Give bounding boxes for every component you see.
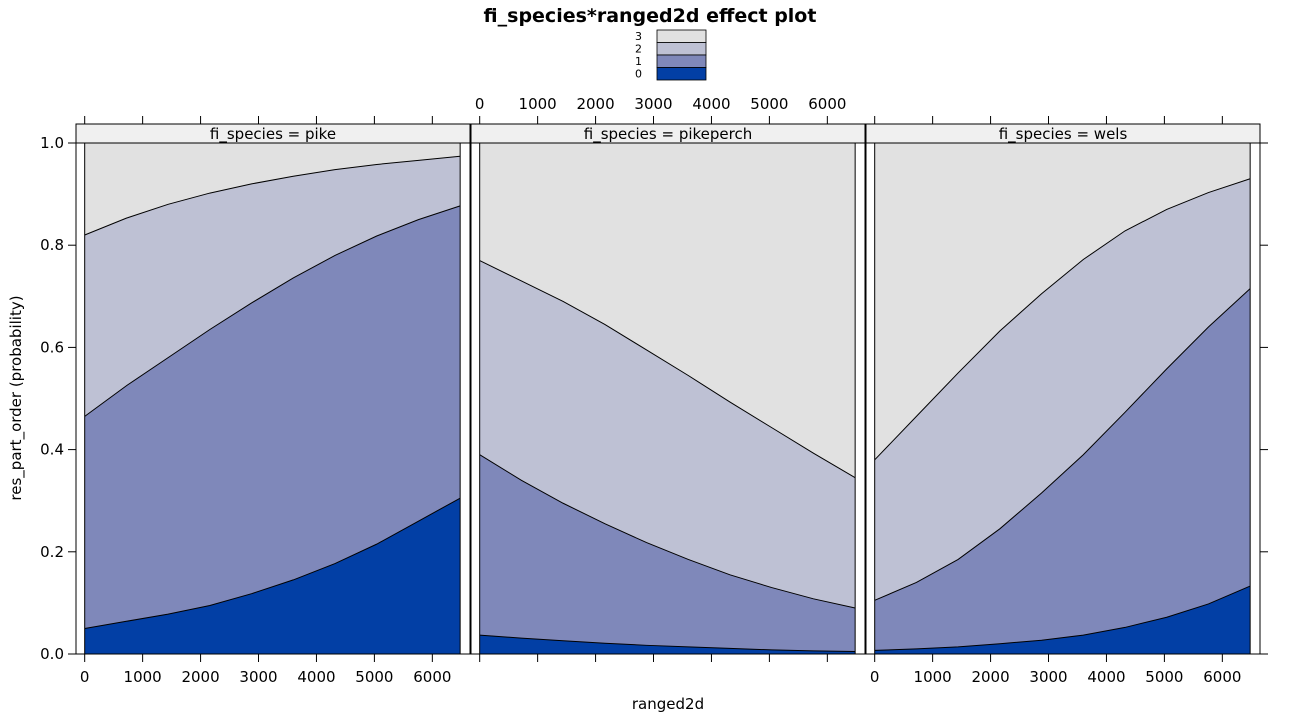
y-tick-label: 0.2 (40, 543, 64, 561)
boundary-line-0 (874, 585, 1251, 651)
boundary-line-1 (479, 454, 856, 609)
legend-label-1: 1 (635, 55, 642, 68)
legend-label-3: 3 (635, 30, 642, 43)
x-tick-label-top: 5000 (750, 95, 788, 113)
panel-1: fi_species = pike (75, 123, 471, 655)
strip-label-3: fi_species = wels (999, 125, 1128, 144)
x-tick-label-bottom: 3000 (1029, 668, 1067, 686)
panel-border-1 (75, 142, 471, 655)
band-0 (84, 498, 461, 654)
x-tick-label-bottom: 5000 (355, 668, 393, 686)
boundary-line-2 (874, 178, 1251, 461)
legend-label-0: 0 (635, 68, 642, 81)
x-tick-label-bottom: 2000 (971, 668, 1009, 686)
panel-border-2 (470, 142, 866, 655)
y-tick-label: 0.4 (40, 441, 64, 459)
x-tick-label-bottom: 4000 (297, 668, 335, 686)
boundary-line-2 (84, 155, 461, 236)
band-1 (479, 454, 856, 654)
y-tick-label: 0.8 (40, 236, 64, 254)
x-tick-label-top: 3000 (634, 95, 672, 113)
x-tick-label-bottom: 3000 (239, 668, 277, 686)
strip-label-2: fi_species = pikeperch (584, 125, 753, 144)
legend-swatch-0 (656, 67, 707, 81)
strip-label-1: fi_species = pike (210, 125, 336, 144)
boundary-line-2 (479, 260, 856, 479)
x-tick-label-bottom: 0 (870, 668, 880, 686)
x-tick-label-bottom: 1000 (914, 668, 952, 686)
boundary-line-1 (84, 205, 461, 417)
panel-border-3 (865, 142, 1261, 655)
x-tick-label-top: 0 (475, 95, 485, 113)
x-tick-label-top: 4000 (692, 95, 730, 113)
chart-title: fi_species*ranged2d effect plot (484, 5, 817, 27)
x-axis-label: ranged2d (632, 695, 704, 713)
x-tick-label-top: 6000 (808, 95, 846, 113)
legend-swatch-2 (656, 42, 707, 56)
x-tick-label-bottom: 6000 (413, 668, 451, 686)
x-tick-label-bottom: 2000 (181, 668, 219, 686)
y-tick-label: 1.0 (40, 134, 64, 152)
x-tick-label-bottom: 6000 (1203, 668, 1241, 686)
band-0 (479, 635, 856, 654)
x-tick-label-bottom: 0 (80, 668, 90, 686)
x-tick-label-bottom: 1000 (124, 668, 162, 686)
band-0 (874, 586, 1251, 654)
axes: 0 0 0 1000 1000 1000 2000 2000 2000 3000 3000 3000 4… (40, 95, 1268, 686)
y-tick-label: 0.0 (40, 645, 64, 663)
band-1 (84, 205, 461, 654)
boundary-line-1 (874, 288, 1251, 601)
y-axis-label: res_part_order (probability) (7, 295, 26, 500)
legend-label-2: 2 (635, 43, 642, 56)
x-tick-label-top: 2000 (576, 95, 614, 113)
y-tick-label: 0.6 (40, 338, 64, 356)
x-tick-label-bottom: 5000 (1145, 668, 1183, 686)
x-tick-label-top: 1000 (519, 95, 557, 113)
panel-2: fi_species = pikeperch (470, 123, 866, 655)
panel-3: fi_species = wels (865, 123, 1261, 655)
boundary-line-0 (84, 497, 461, 629)
panels: fi_species = pike fi_species = pikeperch f… (75, 123, 1261, 655)
x-tick-label-bottom: 4000 (1087, 668, 1125, 686)
legend-swatch-3 (656, 29, 707, 43)
legend-swatch-1 (656, 54, 707, 68)
boundary-line-0 (479, 634, 856, 652)
